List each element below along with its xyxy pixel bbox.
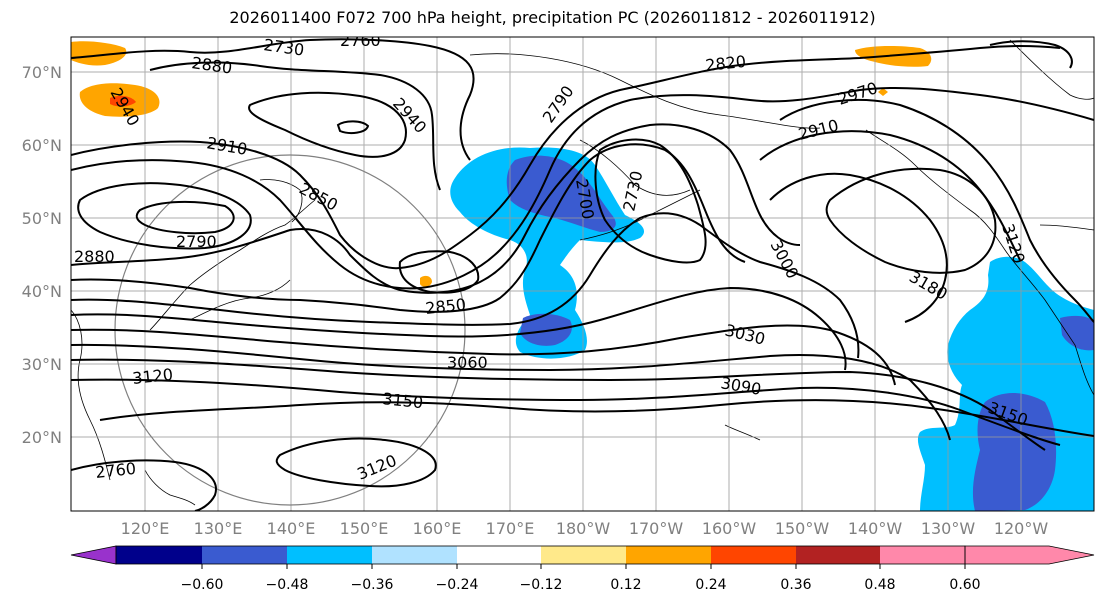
colorbar-extend-high: [964, 545, 1095, 565]
lon-label: 170°E: [486, 519, 535, 538]
colorbar-tick-label: 0.24: [695, 577, 726, 593]
colorbar-tick-label: −0.24: [436, 577, 479, 593]
lon-label: 150°W: [775, 519, 830, 538]
precip-area-arctic-west: [71, 41, 127, 66]
lon-label: 120°E: [121, 519, 170, 538]
lon-label: 160°W: [702, 519, 757, 538]
lat-label: 50°N: [22, 209, 62, 228]
contour-label: 2850: [424, 295, 466, 318]
colorbar-segment: [287, 546, 372, 564]
precip-area-midpacific-dark: [520, 313, 572, 346]
colorbar-segment: [711, 546, 796, 564]
precip-area-northpacific-dark: [506, 155, 616, 232]
lon-label: 140°E: [267, 519, 316, 538]
lon-label: 160°E: [413, 519, 462, 538]
map-frame: [70, 36, 1095, 512]
lat-label: 40°N: [22, 282, 62, 301]
gridlines: [71, 37, 1094, 511]
colorbar-segment: [541, 546, 626, 564]
longitude-labels: 120°E 130°E 140°E 150°E 160°E 170°E 180°…: [121, 519, 1049, 538]
precip-area-coast-dark: [1060, 315, 1094, 351]
colorbar-tick-label: −0.60: [181, 577, 224, 593]
contour-label: 2760: [340, 31, 381, 50]
contour-label: 3150: [382, 389, 424, 412]
map-title: 2026011400 F072 700 hPa height, precipit…: [229, 8, 876, 27]
colorbar-tick-label: 0.48: [864, 577, 895, 593]
colorbar-tick-label: −0.12: [520, 577, 563, 593]
lat-label: 30°N: [22, 355, 62, 374]
height-contours: [71, 38, 1094, 511]
contour-label: 3060: [447, 353, 488, 372]
colorbar-tick-label: 0.12: [610, 577, 641, 593]
colorbar-segment: [372, 546, 457, 564]
colorbar-tick-label: 0.60: [949, 577, 980, 593]
colorbar-segment: [626, 546, 711, 564]
contour-label: 2760: [94, 459, 136, 482]
lon-label: 140°W: [848, 519, 903, 538]
lon-label: 130°W: [921, 519, 976, 538]
colorbar-tick-label: −0.48: [266, 577, 309, 593]
lon-label: 120°W: [994, 519, 1049, 538]
colorbar-segment: [202, 546, 287, 564]
contour-label: 2730: [262, 35, 305, 59]
colorbar-tick-label: 0.36: [780, 577, 811, 593]
colorbar-tick-label: −0.36: [351, 577, 394, 593]
colorbar-segment: [457, 546, 541, 564]
contour-label: 2820: [704, 52, 746, 75]
lon-label: 150°E: [340, 519, 389, 538]
contour-label: 3120: [131, 365, 173, 388]
lon-label: 180°W: [556, 519, 611, 538]
lat-label: 60°N: [22, 136, 62, 155]
colorbar-segment: [880, 546, 965, 564]
lat-label: 70°N: [22, 63, 62, 82]
precip-shading: [71, 41, 1094, 511]
colorbar-segment: [796, 546, 880, 564]
lon-label: 170°W: [629, 519, 684, 538]
precip-area-siberia-core: [110, 95, 136, 107]
precip-area-kamchatka-speck: [420, 275, 432, 287]
colorbar-extend-low: [70, 545, 117, 565]
latitude-labels: 70°N 60°N 50°N 40°N 30°N 20°N: [22, 63, 62, 447]
precip-area-speck: [878, 88, 888, 96]
colorbar-segment: [116, 546, 202, 564]
contour-label: 2880: [74, 247, 115, 266]
lat-label: 20°N: [22, 428, 62, 447]
colorbar: −0.60 −0.48 −0.36 −0.24 −0.12 0.12 0.24 …: [70, 545, 1095, 593]
contour-label: 2790: [176, 232, 217, 251]
lon-label: 130°E: [194, 519, 243, 538]
